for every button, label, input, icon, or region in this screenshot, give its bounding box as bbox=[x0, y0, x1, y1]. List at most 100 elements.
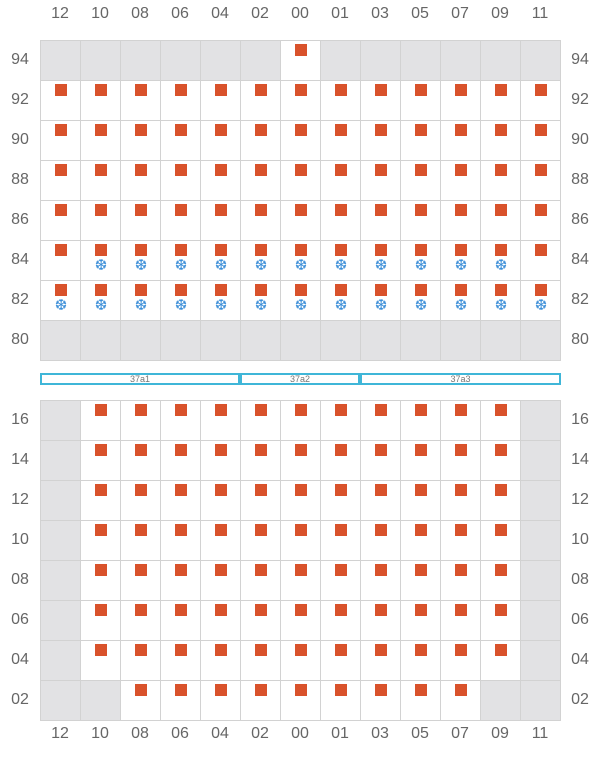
occupied-slot[interactable] bbox=[81, 121, 121, 161]
occupied-slot[interactable] bbox=[161, 401, 201, 441]
occupied-slot[interactable] bbox=[281, 601, 321, 641]
occupied-slot[interactable] bbox=[121, 641, 161, 681]
occupied-slot[interactable] bbox=[121, 441, 161, 481]
occupied-slot[interactable] bbox=[481, 201, 521, 241]
occupied-slot[interactable] bbox=[121, 561, 161, 601]
empty-slot[interactable] bbox=[41, 601, 81, 641]
occupied-slot[interactable] bbox=[161, 681, 201, 721]
occupied-slot[interactable] bbox=[441, 161, 481, 201]
reefer-slot[interactable]: ❆ bbox=[401, 241, 441, 281]
occupied-slot[interactable] bbox=[281, 441, 321, 481]
reefer-slot[interactable]: ❆ bbox=[241, 241, 281, 281]
empty-slot[interactable] bbox=[321, 321, 361, 361]
empty-slot[interactable] bbox=[481, 321, 521, 361]
empty-slot[interactable] bbox=[521, 601, 561, 641]
reefer-slot[interactable]: ❆ bbox=[281, 241, 321, 281]
occupied-slot[interactable] bbox=[121, 121, 161, 161]
occupied-slot[interactable] bbox=[281, 641, 321, 681]
occupied-slot[interactable] bbox=[401, 441, 441, 481]
occupied-slot[interactable] bbox=[481, 481, 521, 521]
empty-slot[interactable] bbox=[41, 481, 81, 521]
reefer-slot[interactable]: ❆ bbox=[481, 281, 521, 321]
occupied-slot[interactable] bbox=[201, 681, 241, 721]
reefer-slot[interactable]: ❆ bbox=[161, 241, 201, 281]
occupied-slot[interactable] bbox=[161, 201, 201, 241]
occupied-slot[interactable] bbox=[441, 601, 481, 641]
occupied-slot[interactable] bbox=[321, 601, 361, 641]
reefer-slot[interactable]: ❆ bbox=[361, 281, 401, 321]
occupied-slot[interactable] bbox=[121, 161, 161, 201]
reefer-slot[interactable]: ❆ bbox=[521, 281, 561, 321]
reefer-slot[interactable]: ❆ bbox=[321, 281, 361, 321]
empty-slot[interactable] bbox=[241, 41, 281, 81]
occupied-slot[interactable] bbox=[481, 641, 521, 681]
occupied-slot[interactable] bbox=[81, 561, 121, 601]
occupied-slot[interactable] bbox=[361, 201, 401, 241]
empty-slot[interactable] bbox=[41, 641, 81, 681]
empty-slot[interactable] bbox=[361, 321, 401, 361]
empty-slot[interactable] bbox=[81, 681, 121, 721]
occupied-slot[interactable] bbox=[441, 201, 481, 241]
occupied-slot[interactable] bbox=[321, 81, 361, 121]
occupied-slot[interactable] bbox=[361, 401, 401, 441]
occupied-slot[interactable] bbox=[201, 121, 241, 161]
occupied-slot[interactable] bbox=[121, 481, 161, 521]
occupied-slot[interactable] bbox=[361, 161, 401, 201]
reefer-slot[interactable]: ❆ bbox=[401, 281, 441, 321]
empty-slot[interactable] bbox=[521, 681, 561, 721]
empty-slot[interactable] bbox=[521, 401, 561, 441]
reefer-slot[interactable]: ❆ bbox=[81, 281, 121, 321]
reefer-slot[interactable]: ❆ bbox=[481, 241, 521, 281]
occupied-slot[interactable] bbox=[81, 161, 121, 201]
empty-slot[interactable] bbox=[521, 321, 561, 361]
occupied-slot[interactable] bbox=[241, 481, 281, 521]
occupied-slot[interactable] bbox=[201, 521, 241, 561]
occupied-slot[interactable] bbox=[81, 401, 121, 441]
occupied-slot[interactable] bbox=[321, 641, 361, 681]
empty-slot[interactable] bbox=[41, 521, 81, 561]
empty-slot[interactable] bbox=[41, 441, 81, 481]
occupied-slot[interactable] bbox=[321, 441, 361, 481]
occupied-slot[interactable] bbox=[481, 81, 521, 121]
occupied-slot[interactable] bbox=[361, 561, 401, 601]
occupied-slot[interactable] bbox=[281, 201, 321, 241]
occupied-slot[interactable] bbox=[361, 441, 401, 481]
occupied-slot[interactable] bbox=[241, 681, 281, 721]
occupied-slot[interactable] bbox=[401, 521, 441, 561]
occupied-slot[interactable] bbox=[121, 201, 161, 241]
occupied-slot[interactable] bbox=[281, 561, 321, 601]
occupied-slot[interactable] bbox=[401, 481, 441, 521]
occupied-slot[interactable] bbox=[241, 561, 281, 601]
occupied-slot[interactable] bbox=[321, 401, 361, 441]
occupied-slot[interactable] bbox=[201, 601, 241, 641]
occupied-slot[interactable] bbox=[441, 521, 481, 561]
occupied-slot[interactable] bbox=[361, 121, 401, 161]
occupied-slot[interactable] bbox=[41, 201, 81, 241]
occupied-slot[interactable] bbox=[521, 81, 561, 121]
occupied-slot[interactable] bbox=[81, 601, 121, 641]
empty-slot[interactable] bbox=[361, 41, 401, 81]
reefer-slot[interactable]: ❆ bbox=[441, 241, 481, 281]
occupied-slot[interactable] bbox=[121, 521, 161, 561]
occupied-slot[interactable] bbox=[161, 161, 201, 201]
occupied-slot[interactable] bbox=[281, 41, 321, 81]
empty-slot[interactable] bbox=[521, 481, 561, 521]
occupied-slot[interactable] bbox=[241, 601, 281, 641]
occupied-slot[interactable] bbox=[161, 481, 201, 521]
reefer-slot[interactable]: ❆ bbox=[41, 281, 81, 321]
occupied-slot[interactable] bbox=[281, 481, 321, 521]
occupied-slot[interactable] bbox=[81, 521, 121, 561]
occupied-slot[interactable] bbox=[441, 481, 481, 521]
occupied-slot[interactable] bbox=[241, 401, 281, 441]
occupied-slot[interactable] bbox=[241, 441, 281, 481]
occupied-slot[interactable] bbox=[81, 641, 121, 681]
occupied-slot[interactable] bbox=[161, 441, 201, 481]
occupied-slot[interactable] bbox=[441, 81, 481, 121]
occupied-slot[interactable] bbox=[401, 161, 441, 201]
occupied-slot[interactable] bbox=[441, 681, 481, 721]
reefer-slot[interactable]: ❆ bbox=[121, 241, 161, 281]
occupied-slot[interactable] bbox=[241, 121, 281, 161]
occupied-slot[interactable] bbox=[121, 401, 161, 441]
occupied-slot[interactable] bbox=[161, 601, 201, 641]
empty-slot[interactable] bbox=[521, 41, 561, 81]
